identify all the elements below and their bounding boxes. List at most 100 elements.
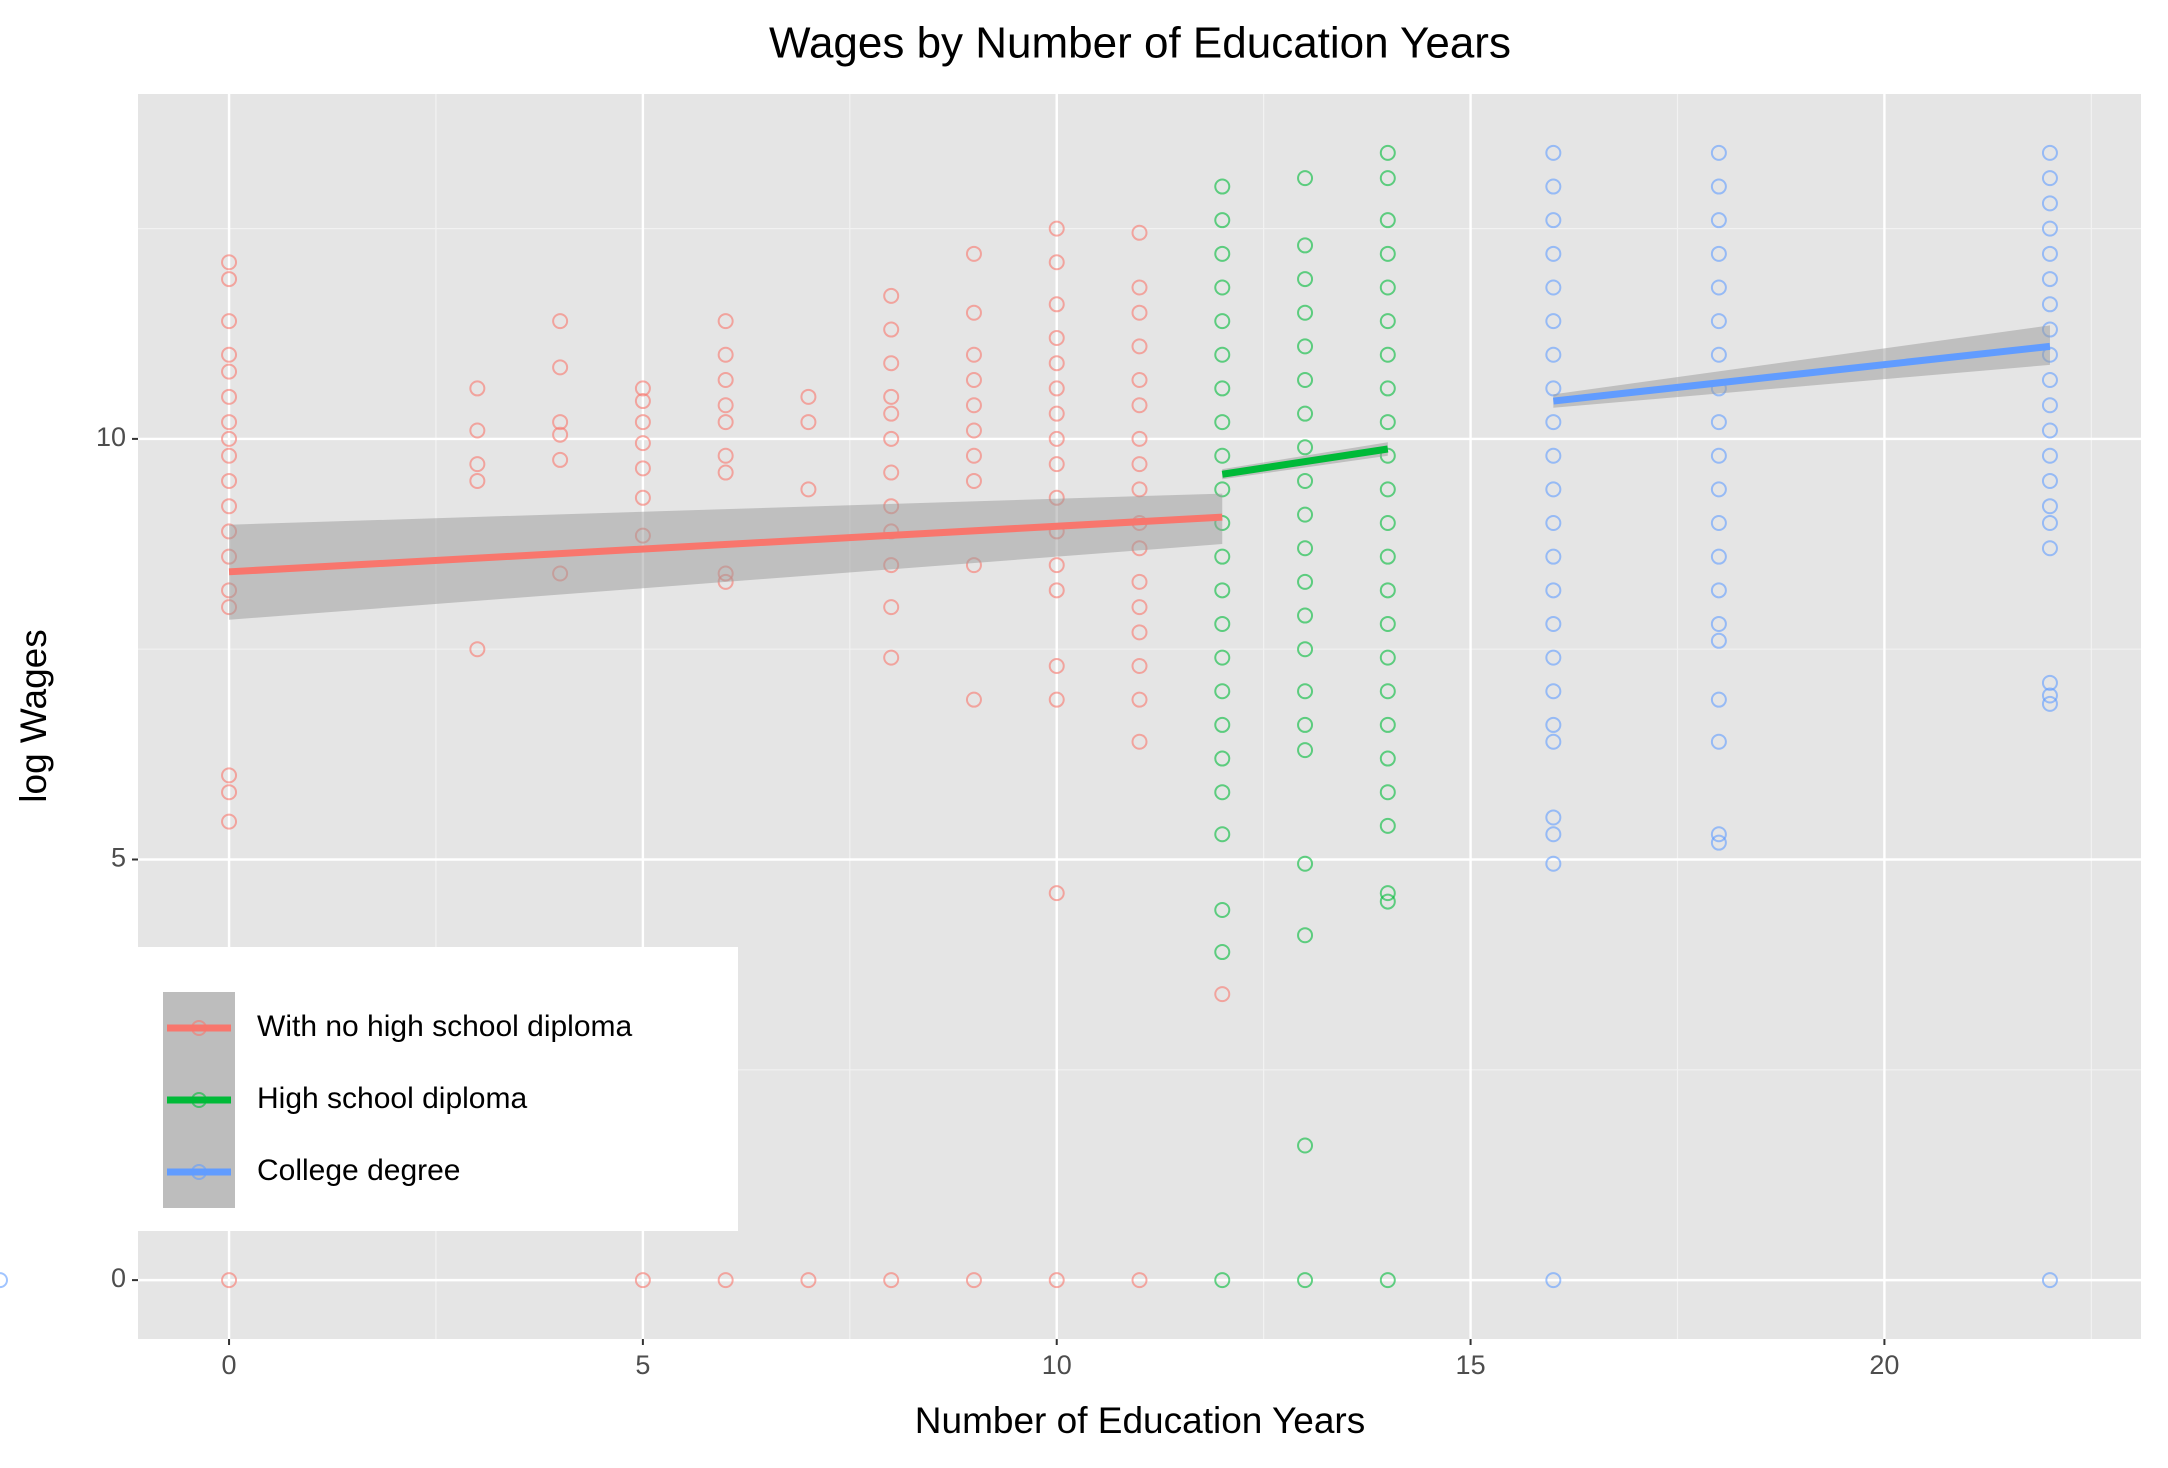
data-point [1710, 346, 1727, 363]
data-point [1131, 456, 1148, 473]
data-point [1048, 582, 1065, 599]
legend-box [138, 947, 738, 1231]
data-point [1048, 430, 1065, 447]
data-point [800, 388, 817, 405]
data-point [1214, 447, 1231, 464]
data-point [552, 451, 569, 468]
data-point [1545, 548, 1562, 565]
data-point [221, 472, 238, 489]
data-point [2041, 422, 2058, 439]
data-point [883, 388, 900, 405]
data-point [1710, 632, 1727, 649]
data-point [1545, 481, 1562, 498]
data-point [1048, 658, 1065, 675]
data-point [965, 346, 982, 363]
data-point [2041, 144, 2058, 161]
data-point [1048, 557, 1065, 574]
x-tick-label: 5 [635, 1350, 650, 1380]
confidence-band [229, 493, 1223, 620]
data-point [1297, 472, 1314, 489]
data-point [1131, 397, 1148, 414]
data-point [1297, 573, 1314, 590]
data-point [1214, 313, 1231, 330]
data-point [2041, 498, 2058, 515]
data-point [1710, 826, 1727, 843]
data-point [634, 1272, 651, 1289]
data-point [717, 464, 734, 481]
data-point [221, 346, 238, 363]
data-point [1545, 716, 1562, 733]
data-point [1379, 750, 1396, 767]
data-point [2041, 271, 2058, 288]
data-point [634, 393, 651, 410]
data-point [1048, 254, 1065, 271]
x-tick-label: 10 [1042, 1350, 1072, 1380]
data-point [717, 414, 734, 431]
data-point [1379, 1272, 1396, 1289]
data-point [1545, 733, 1562, 750]
data-point [2041, 674, 2058, 691]
data-point [1214, 750, 1231, 767]
data-point [883, 405, 900, 422]
data-point [1297, 338, 1314, 355]
data-point [221, 388, 238, 405]
data-point [2041, 195, 2058, 212]
data-point [1131, 430, 1148, 447]
data-point [1131, 733, 1148, 750]
data-point [2041, 245, 2058, 262]
data-point [2041, 472, 2058, 489]
data-point [1214, 582, 1231, 599]
data-point [1214, 548, 1231, 565]
data-point [221, 430, 238, 447]
data-point [1545, 826, 1562, 843]
data-point [1214, 683, 1231, 700]
data-point [1379, 582, 1396, 599]
data-point [717, 1272, 734, 1289]
data-point [1545, 414, 1562, 431]
data-point [1710, 691, 1727, 708]
data-point [1379, 784, 1396, 801]
data-point [1297, 372, 1314, 389]
data-point [883, 464, 900, 481]
data-point [1214, 178, 1231, 195]
data-point [2041, 170, 2058, 187]
data-point [717, 346, 734, 363]
data-point [965, 447, 982, 464]
data-point [1545, 582, 1562, 599]
data-point [883, 649, 900, 666]
data-point [1214, 784, 1231, 801]
data-point [883, 355, 900, 372]
data-point [1297, 1272, 1314, 1289]
data-point [1297, 170, 1314, 187]
data-point [1379, 313, 1396, 330]
data-point [1048, 885, 1065, 902]
y-tick-label: 5 [111, 843, 126, 873]
data-point [221, 254, 238, 271]
data-point [1710, 548, 1727, 565]
data-point [1545, 809, 1562, 826]
data-point [1379, 279, 1396, 296]
data-point [221, 767, 238, 784]
data-point [1048, 380, 1065, 397]
fit-line [1221, 445, 1389, 478]
data-point [965, 1272, 982, 1289]
data-point [883, 321, 900, 338]
data-point [1545, 615, 1562, 632]
data-point [1297, 927, 1314, 944]
x-tick-label: 15 [1456, 1350, 1486, 1380]
data-point [1297, 237, 1314, 254]
data-point [1710, 279, 1727, 296]
data-point [1710, 615, 1727, 632]
data-point [1048, 691, 1065, 708]
data-point [469, 380, 486, 397]
data-point [1297, 271, 1314, 288]
data-point [800, 414, 817, 431]
data-point [1379, 515, 1396, 532]
data-point [1297, 716, 1314, 733]
data-point [2041, 447, 2058, 464]
data-point [1214, 901, 1231, 918]
data-point [883, 430, 900, 447]
data-point [883, 599, 900, 616]
data-point [0, 1272, 8, 1289]
data-point [1131, 599, 1148, 616]
